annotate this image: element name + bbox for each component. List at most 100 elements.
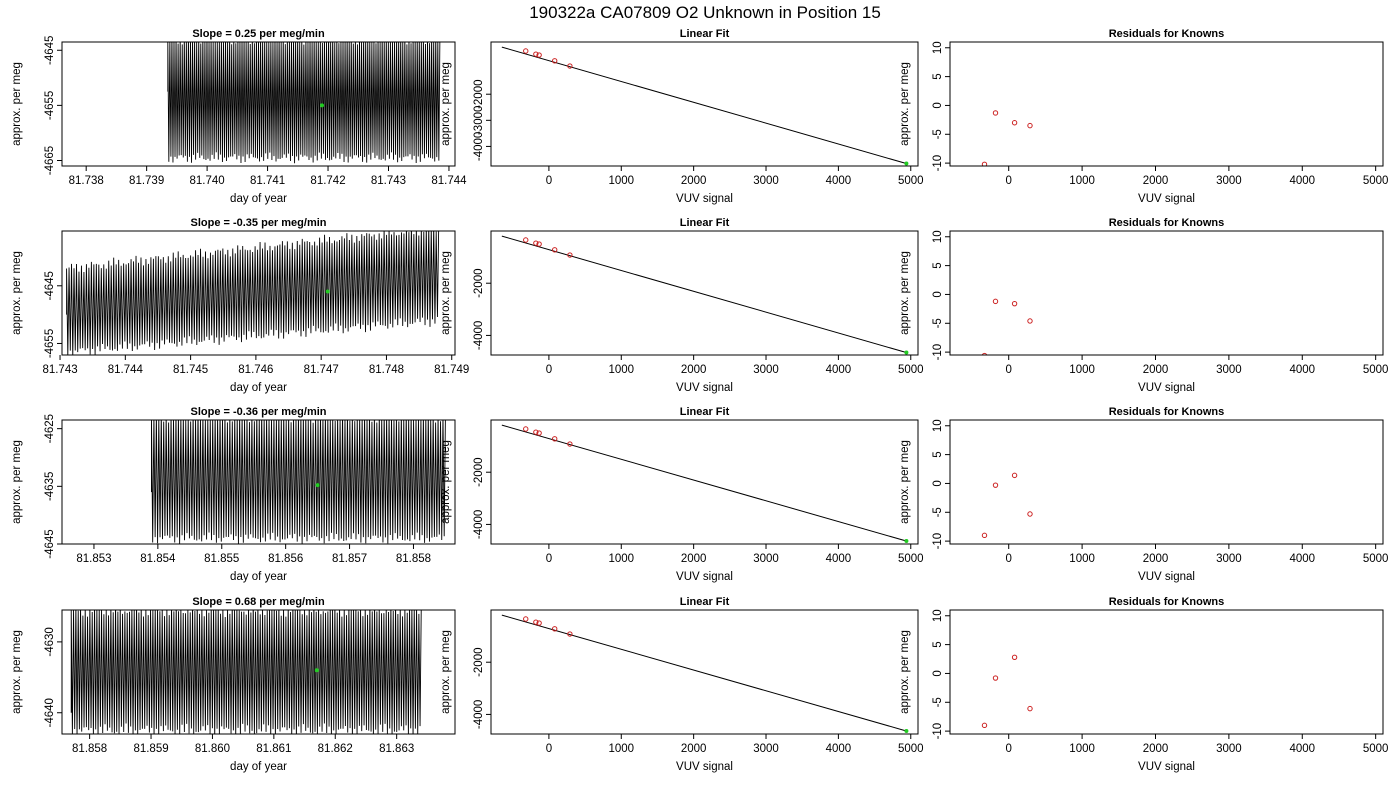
chart-4-known-point-3 xyxy=(551,247,558,253)
chart-8-residual-point-0 xyxy=(981,532,988,539)
chart-5-ytick-label-3: -5 xyxy=(932,318,944,328)
chart-11-panel: Residuals for Knowns 0 1000 2000 3000 4000 500… xyxy=(899,596,1388,773)
chart-11-residual-point-0 xyxy=(981,722,988,729)
chart-6-xtick-label-5: 81.858 xyxy=(396,553,431,565)
chart-9-xtick-label-1: 81.859 xyxy=(133,743,168,755)
chart-6-ylabel: approx. per meg xyxy=(11,440,23,524)
chart-6-xtick-label-1: 81.854 xyxy=(140,553,176,565)
chart-1-xtick-label-1: 1000 xyxy=(608,175,634,187)
chart-3-marker-point xyxy=(325,289,330,294)
chart-6-ytick-label-2: -4645 xyxy=(44,529,56,558)
chart-7-xtick-label-2: 2000 xyxy=(681,553,707,565)
chart-3-xlabel: day of year xyxy=(230,382,287,394)
chart-8-ytick-label-2: 0 xyxy=(932,480,944,486)
chart-4-xtick-label-2: 2000 xyxy=(681,364,707,376)
chart-11-residual-point-1 xyxy=(992,675,999,681)
chart-7-ylabel: approx. per meg xyxy=(440,440,452,524)
chart-2-xtick-label-2: 2000 xyxy=(1143,175,1169,187)
chart-6-xtick-label-0: 81.853 xyxy=(76,553,111,565)
chart-10-title: Linear Fit xyxy=(680,596,730,608)
chart-5-ylabel: approx. per meg xyxy=(899,251,911,335)
chart-11-ytick-label-4: -10 xyxy=(932,723,944,740)
chart-5-xtick-label-1: 1000 xyxy=(1069,364,1095,376)
chart-8-frame xyxy=(949,419,1384,545)
chart-10-ytick-label-1: -4000 xyxy=(473,700,485,729)
chart-7-known-point-4 xyxy=(567,441,573,447)
chart-4-unknown-point xyxy=(904,350,909,355)
chart-8-panel: Residuals for Knowns 0 1000 2000 3000 4000 500… xyxy=(899,406,1388,583)
chart-10-ylabel: approx. per meg xyxy=(440,630,452,714)
chart-0-ytick-label-2: -4665 xyxy=(44,146,56,175)
chart-10-known-point-0 xyxy=(523,616,529,622)
chart-1-ytick-label-2: -4000 xyxy=(473,132,485,161)
chart-10-known-point-4 xyxy=(567,631,573,637)
chart-9-ylabel: approx. per meg xyxy=(11,630,23,714)
chart-2-ytick-label-4: -10 xyxy=(932,155,944,172)
chart-8-title: Residuals for Knowns xyxy=(1109,406,1225,418)
chart-10-xtick-label-3: 3000 xyxy=(753,743,779,755)
chart-0-xtick-label-4: 81.742 xyxy=(310,175,345,187)
chart-10-unknown-point xyxy=(904,728,909,733)
chart-1-xtick-label-2: 2000 xyxy=(681,175,707,187)
chart-0-ylabel: approx. per meg xyxy=(11,62,23,146)
chart-11-xtick-label-3: 3000 xyxy=(1216,743,1242,755)
chart-1-known-point-2 xyxy=(536,52,542,58)
chart-7-plot-area xyxy=(501,424,909,543)
chart-5-xtick-label-2: 2000 xyxy=(1143,364,1169,376)
chart-3-trace-line xyxy=(66,231,440,355)
chart-6-panel: Slope = -0.36 per meg/min 81.853 81.854 81.… xyxy=(11,406,456,583)
chart-4-panel: Linear Fit 0 1000 2000 3000 4000 5000 -2000 -400… xyxy=(440,217,924,394)
chart-1-known-point-1 xyxy=(533,51,539,57)
figure-title: 190322a CA07809 O2 Unknown in Position 1… xyxy=(529,3,881,22)
chart-5-ytick-label-0: 10 xyxy=(932,230,944,243)
chart-11-ytick-label-1: 5 xyxy=(932,641,944,647)
chart-3-panel: Slope = -0.35 per meg/min 81.743 81.744 81.… xyxy=(11,217,469,394)
chart-1-frame xyxy=(490,41,919,167)
chart-6-title: Slope = -0.36 per meg/min xyxy=(190,406,326,418)
chart-7-xtick-label-4: 4000 xyxy=(826,553,852,565)
chart-5-residual-point-0 xyxy=(981,352,988,355)
chart-8-xtick-label-5: 5000 xyxy=(1363,553,1389,565)
chart-7-ytick-label-1: -4000 xyxy=(473,510,485,539)
chart-2-ytick-label-0: 10 xyxy=(932,41,944,54)
chart-3-ytick-label-0: -4645 xyxy=(44,271,56,300)
chart-4-plot-area xyxy=(501,235,909,355)
chart-3-frame xyxy=(61,230,456,356)
chart-1-xtick-label-0: 0 xyxy=(546,175,552,187)
chart-10-xtick-label-0: 0 xyxy=(546,743,552,755)
chart-2-ytick-label-3: -5 xyxy=(932,129,944,139)
chart-11-xtick-label-4: 4000 xyxy=(1289,743,1315,755)
chart-9-xtick-label-0: 81.858 xyxy=(72,743,107,755)
chart-2-title: Residuals for Knowns xyxy=(1109,28,1225,40)
chart-10-plot-area xyxy=(501,614,909,733)
chart-0-xtick-label-1: 81.739 xyxy=(129,175,164,187)
chart-9-xtick-label-4: 81.862 xyxy=(318,743,353,755)
chart-5-xtick-label-3: 3000 xyxy=(1216,364,1242,376)
chart-0-xtick-label-6: 81.744 xyxy=(431,175,467,187)
chart-6-xtick-label-2: 81.855 xyxy=(204,553,239,565)
chart-4-title: Linear Fit xyxy=(680,217,730,229)
chart-10-frame xyxy=(490,609,919,735)
chart-4-ytick-label-0: -2000 xyxy=(473,268,485,297)
chart-0-panel: Slope = 0.25 per meg/min 81.738 81.739 81.7… xyxy=(11,28,467,205)
chart-9-title: Slope = 0.68 per meg/min xyxy=(192,596,325,608)
chart-5-ytick-label-2: 0 xyxy=(932,291,944,297)
chart-3-ylabel: approx. per meg xyxy=(11,251,23,335)
chart-7-panel: Linear Fit 0 1000 2000 3000 4000 5000 -2000 -400… xyxy=(440,406,924,583)
chart-4-xtick-label-3: 3000 xyxy=(753,364,779,376)
chart-11-ytick-label-3: -5 xyxy=(932,697,944,707)
chart-11-xlabel: VUV signal xyxy=(1138,761,1195,773)
chart-4-ylabel: approx. per meg xyxy=(440,251,452,335)
chart-0-xtick-label-0: 81.738 xyxy=(69,175,104,187)
chart-2-ytick-label-1: 5 xyxy=(932,73,944,79)
chart-2-plot-area xyxy=(981,110,1033,166)
chart-5-ytick-label-1: 5 xyxy=(932,262,944,268)
chart-7-xtick-label-0: 0 xyxy=(546,553,552,565)
chart-1-xtick-label-3: 3000 xyxy=(753,175,779,187)
chart-5-panel: Residuals for Knowns 0 1000 2000 3000 4000 500… xyxy=(899,217,1388,394)
chart-10-xlabel: VUV signal xyxy=(676,761,733,773)
chart-11-frame xyxy=(949,609,1384,735)
chart-2-residual-point-2 xyxy=(1011,120,1018,126)
chart-6-plot-area xyxy=(151,420,446,544)
chart-5-xtick-label-5: 5000 xyxy=(1363,364,1389,376)
